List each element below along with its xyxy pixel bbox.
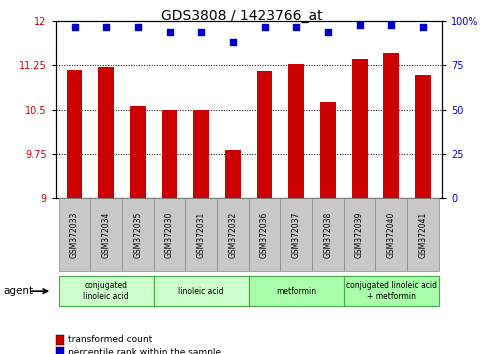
Point bbox=[102, 24, 110, 29]
Text: percentile rank within the sample: percentile rank within the sample bbox=[68, 348, 221, 354]
Point bbox=[166, 29, 173, 35]
Bar bbox=[256, 71, 272, 198]
Bar bbox=[99, 67, 114, 198]
Text: GSM372030: GSM372030 bbox=[165, 211, 174, 258]
Point bbox=[198, 29, 205, 35]
Point bbox=[387, 22, 395, 28]
Bar bbox=[193, 110, 209, 198]
Text: GSM372039: GSM372039 bbox=[355, 211, 364, 258]
Text: agent: agent bbox=[4, 286, 34, 296]
Bar bbox=[90, 198, 122, 271]
Point bbox=[261, 24, 269, 29]
Text: GSM372037: GSM372037 bbox=[292, 211, 301, 258]
Text: transformed count: transformed count bbox=[68, 335, 152, 344]
Bar bbox=[130, 105, 146, 198]
Text: linoleic acid: linoleic acid bbox=[178, 287, 224, 296]
Bar bbox=[352, 59, 368, 198]
Bar bbox=[217, 198, 249, 271]
Text: GSM372034: GSM372034 bbox=[102, 211, 111, 258]
Bar bbox=[59, 276, 154, 306]
Point bbox=[324, 29, 332, 35]
Bar bbox=[375, 198, 407, 271]
Bar bbox=[320, 102, 336, 198]
Text: conjugated linoleic acid
+ metformin: conjugated linoleic acid + metformin bbox=[346, 281, 437, 301]
Point bbox=[71, 24, 78, 29]
Bar bbox=[225, 150, 241, 198]
Bar bbox=[344, 276, 439, 306]
Text: GSM372040: GSM372040 bbox=[387, 211, 396, 258]
Bar bbox=[249, 276, 344, 306]
Bar bbox=[185, 198, 217, 271]
Bar bbox=[384, 52, 399, 198]
Bar bbox=[67, 70, 83, 198]
Text: GSM372038: GSM372038 bbox=[324, 211, 332, 258]
Text: GSM372035: GSM372035 bbox=[133, 211, 142, 258]
Bar bbox=[281, 198, 312, 271]
Bar bbox=[249, 198, 281, 271]
Point bbox=[292, 24, 300, 29]
Bar bbox=[154, 198, 185, 271]
Bar bbox=[407, 198, 439, 271]
Point bbox=[134, 24, 142, 29]
Bar bbox=[288, 64, 304, 198]
Bar bbox=[162, 110, 177, 198]
Bar bbox=[122, 198, 154, 271]
Bar bbox=[312, 198, 344, 271]
Text: GDS3808 / 1423766_at: GDS3808 / 1423766_at bbox=[161, 9, 322, 23]
Point bbox=[356, 22, 364, 28]
Bar bbox=[59, 198, 90, 271]
Bar bbox=[344, 198, 375, 271]
Bar bbox=[154, 276, 249, 306]
Text: GSM372041: GSM372041 bbox=[418, 211, 427, 258]
Text: GSM372032: GSM372032 bbox=[228, 211, 238, 258]
Bar bbox=[415, 75, 431, 198]
Text: metformin: metformin bbox=[276, 287, 316, 296]
Text: GSM372033: GSM372033 bbox=[70, 211, 79, 258]
Text: GSM372031: GSM372031 bbox=[197, 211, 206, 258]
Text: GSM372036: GSM372036 bbox=[260, 211, 269, 258]
Text: conjugated
linoleic acid: conjugated linoleic acid bbox=[84, 281, 129, 301]
Point bbox=[229, 40, 237, 45]
Point bbox=[419, 24, 427, 29]
